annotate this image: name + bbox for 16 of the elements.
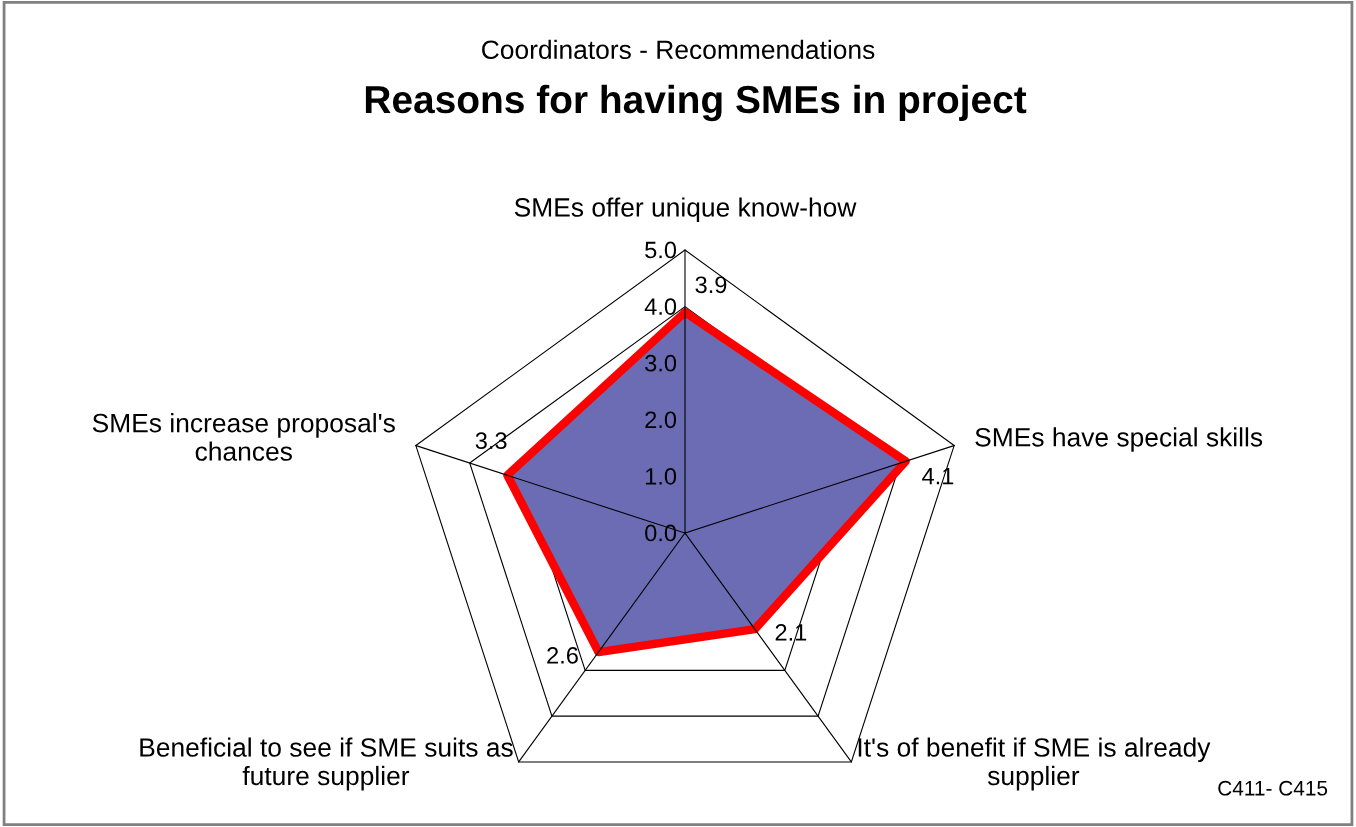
spoke-label: It's of benefit if SME is already supplier [858, 737, 1211, 791]
chart-title: Reasons for having SMEs in project [365, 84, 1027, 122]
y-tick-label: 0.0 [645, 524, 677, 542]
spoke-label: SMEs offer unique know-how [514, 197, 857, 222]
y-tick-label: 5.0 [645, 241, 677, 259]
y-tick-label: 3.0 [645, 354, 677, 372]
data-label: 3.9 [695, 276, 727, 294]
text: C411- C415 [1218, 780, 1328, 796]
data-label: 2.6 [547, 647, 578, 664]
spoke-label: SMEs increase proposal's chances [92, 413, 395, 461]
y-tick-label: 2.0 [645, 411, 677, 429]
y-tick-label: 4.0 [644, 298, 677, 315]
y-tick-label: 1.0 [645, 468, 677, 485]
chart-subtitle: Coordinators - Recommendations [482, 39, 875, 60]
spoke-label: Beneficial to see if SME suits as future supplier [140, 737, 513, 791]
spoke-label: SMEs have special skills [975, 427, 1263, 452]
